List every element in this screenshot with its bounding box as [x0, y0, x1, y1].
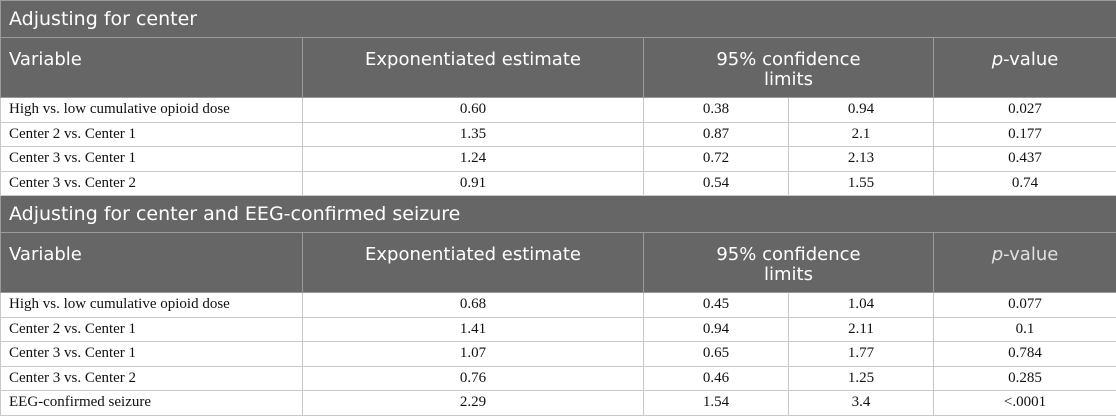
- cell-upper-limit: 1.77: [788, 341, 934, 367]
- cell-variable: Center 3 vs. Center 1: [0, 146, 303, 172]
- cell-estimate: 0.76: [302, 365, 644, 391]
- header-p-value: p-value: [933, 232, 1116, 293]
- cell-lower-limit: 0.54: [643, 170, 789, 196]
- cell-upper-limit: 2.11: [788, 316, 934, 342]
- cell-variable: EEG-confirmed seizure: [0, 390, 303, 416]
- header-confidence-limits-text: 95% confidence limits: [716, 244, 861, 285]
- section-title: Adjusting for center: [0, 0, 1116, 38]
- cell-estimate: 2.29: [302, 390, 644, 416]
- cell-upper-limit: 3.4: [788, 390, 934, 416]
- cell-upper-limit: 2.13: [788, 146, 934, 172]
- cell-p-value: 0.177: [933, 121, 1116, 147]
- table-row: Center 2 vs. Center 1 1.41 0.94 2.11 0.1: [0, 316, 1116, 342]
- cell-p-value: 0.784: [933, 341, 1116, 367]
- cell-variable: Center 2 vs. Center 1: [0, 121, 303, 147]
- cell-estimate: 0.68: [302, 292, 644, 318]
- header-variable: Variable: [0, 37, 303, 98]
- header-confidence-limits-text: 95% confidence limits: [716, 49, 861, 90]
- cell-lower-limit: 1.54: [643, 390, 789, 416]
- section-title: Adjusting for center and EEG-confirmed s…: [0, 195, 1116, 233]
- header-estimate: Exponentiated estimate: [302, 232, 644, 293]
- header-confidence-limits: 95% confidence limits: [643, 232, 934, 293]
- cell-upper-limit: 0.94: [788, 97, 934, 123]
- cell-variable: High vs. low cumulative opioid dose: [0, 292, 303, 318]
- cell-upper-limit: 1.25: [788, 365, 934, 391]
- header-variable: Variable: [0, 232, 303, 293]
- header-p-italic: p: [991, 49, 1004, 70]
- table-row: High vs. low cumulative opioid dose 0.68 0…: [0, 292, 1116, 318]
- cell-p-value: 0.027: [933, 97, 1116, 123]
- section-title-row: Adjusting for center and EEG-confirmed s…: [0, 195, 1116, 233]
- header-p-italic: p: [991, 244, 1004, 265]
- table-row: EEG-confirmed seizure 2.29 1.54 3.4 <.0001: [0, 390, 1116, 416]
- cell-upper-limit: 2.1: [788, 121, 934, 147]
- cell-lower-limit: 0.94: [643, 316, 789, 342]
- table-row: Center 3 vs. Center 2 0.91 0.54 1.55 0.74: [0, 170, 1116, 196]
- cell-p-value: 0.437: [933, 146, 1116, 172]
- cell-estimate: 1.07: [302, 341, 644, 367]
- cell-p-value: 0.077: [933, 292, 1116, 318]
- cell-estimate: 0.91: [302, 170, 644, 196]
- table-row: Center 3 vs. Center 1 1.07 0.65 1.77 0.784: [0, 341, 1116, 367]
- cell-variable: Center 3 vs. Center 2: [0, 365, 303, 391]
- cell-lower-limit: 0.46: [643, 365, 789, 391]
- header-confidence-limits: 95% confidence limits: [643, 37, 934, 98]
- cell-variable: Center 2 vs. Center 1: [0, 316, 303, 342]
- cell-lower-limit: 0.65: [643, 341, 789, 367]
- column-header-row: Variable Exponentiated estimate 95% confid…: [0, 37, 1116, 98]
- cell-p-value: 0.285: [933, 365, 1116, 391]
- cell-p-value: <.0001: [933, 390, 1116, 416]
- cell-upper-limit: 1.55: [788, 170, 934, 196]
- table-row: Center 3 vs. Center 2 0.76 0.46 1.25 0.285: [0, 365, 1116, 391]
- column-header-row: Variable Exponentiated estimate 95% confid…: [0, 232, 1116, 293]
- header-p-rest: -value: [1003, 244, 1059, 265]
- cell-upper-limit: 1.04: [788, 292, 934, 318]
- header-p-rest: -value: [1003, 49, 1059, 70]
- cell-estimate: 1.24: [302, 146, 644, 172]
- header-p-value: p-value: [933, 37, 1116, 98]
- cell-estimate: 1.41: [302, 316, 644, 342]
- cell-p-value: 0.1: [933, 316, 1116, 342]
- table-row: High vs. low cumulative opioid dose 0.60 0…: [0, 97, 1116, 123]
- table-row: Center 2 vs. Center 1 1.35 0.87 2.1 0.177: [0, 121, 1116, 147]
- section-title-row: Adjusting for center: [0, 0, 1116, 38]
- cell-lower-limit: 0.87: [643, 121, 789, 147]
- cell-estimate: 0.60: [302, 97, 644, 123]
- cell-lower-limit: 0.38: [643, 97, 789, 123]
- cell-lower-limit: 0.72: [643, 146, 789, 172]
- cell-variable: Center 3 vs. Center 1: [0, 341, 303, 367]
- cell-variable: High vs. low cumulative opioid dose: [0, 97, 303, 123]
- cell-variable: Center 3 vs. Center 2: [0, 170, 303, 196]
- header-estimate: Exponentiated estimate: [302, 37, 644, 98]
- cell-lower-limit: 0.45: [643, 292, 789, 318]
- cell-p-value: 0.74: [933, 170, 1116, 196]
- table-row: Center 3 vs. Center 1 1.24 0.72 2.13 0.437: [0, 146, 1116, 172]
- cell-estimate: 1.35: [302, 121, 644, 147]
